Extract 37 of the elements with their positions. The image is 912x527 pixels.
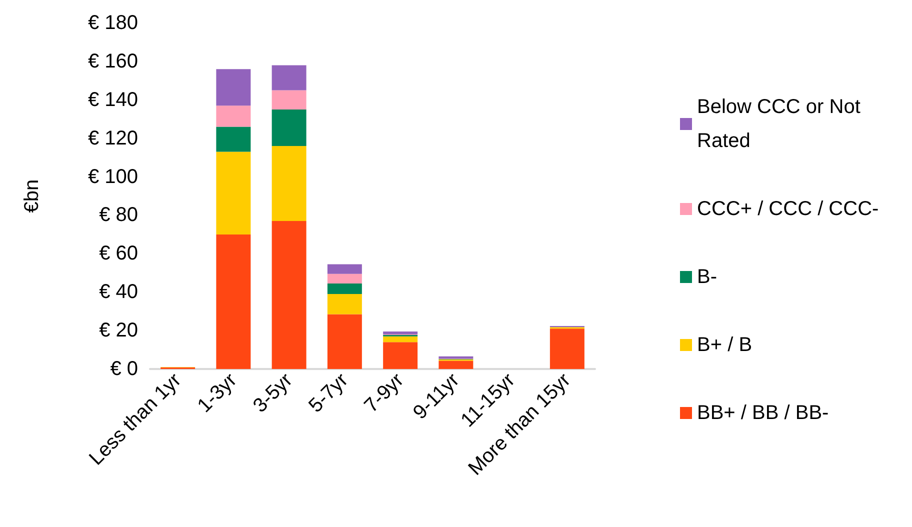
legend-label: B+ / B [697,334,752,356]
y-tick-label: € 60 [99,242,138,265]
legend-label: Below CCC or Not Rated [697,96,866,152]
y-tick-label: € 180 [88,12,138,34]
bar [216,126,251,152]
bar [272,110,306,146]
y-tick-label: € 100 [88,166,138,188]
bar [272,90,306,110]
legend-label: CCC+ / CCC / CCC- [697,198,879,220]
bar [383,336,418,342]
y-tick-label: € 160 [88,50,138,72]
bar [216,234,251,369]
bar [383,332,418,334]
y-axis-title: €bn [21,179,43,213]
y-tick-label: € 80 [99,204,138,226]
y-tick-label: € 0 [110,358,138,380]
legend-label: B- [697,266,717,288]
legend-label: BB+ / BB / BB- [697,402,829,424]
bar [216,106,251,127]
bar [438,356,474,359]
y-tick-label: € 140 [88,88,138,111]
bar [272,220,306,369]
bar [272,65,306,90]
y-tick-label: € 20 [99,320,138,342]
bar [438,360,474,369]
bar [327,264,362,274]
bar [272,146,306,221]
bar [216,69,251,106]
bar [327,274,362,284]
bar [383,342,418,369]
bar [327,283,362,294]
y-tick-label: € 40 [99,281,138,304]
bar [216,152,251,234]
bar [327,314,362,369]
y-tick-label: € 120 [88,127,138,150]
bar [327,294,362,314]
bar [550,328,584,369]
